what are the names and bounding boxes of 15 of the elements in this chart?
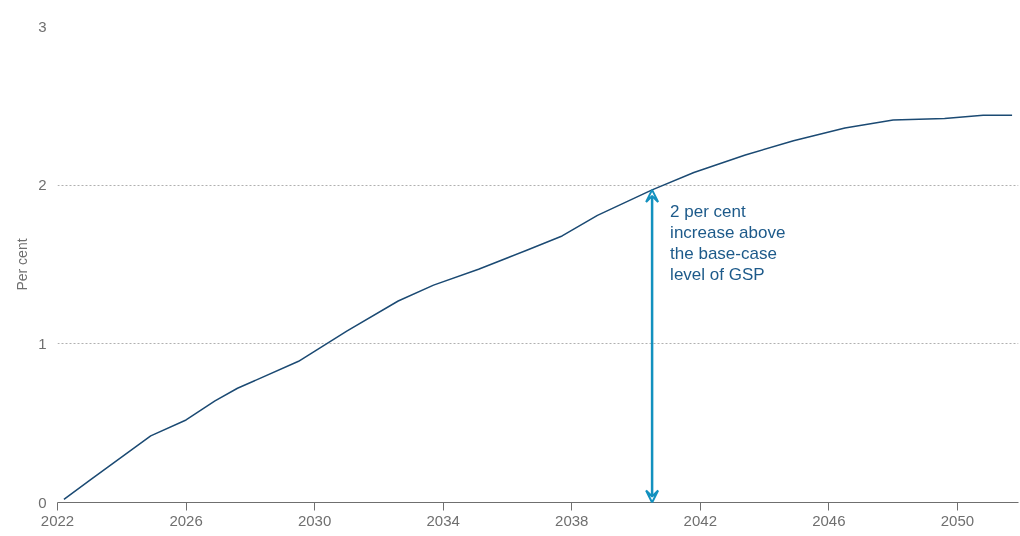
x-tick-label: 2022	[40, 511, 75, 529]
x-tick-label: 2050	[940, 511, 975, 529]
y-tick-label: 1	[38, 334, 47, 352]
x-tick-label: 2046	[812, 511, 846, 529]
y-tick-label: 0	[38, 493, 47, 511]
x-tick-label: 2042	[683, 511, 717, 529]
x-tick-label: 2038	[555, 511, 589, 529]
annotation: 2 per cent increase above the base-case level of GSP	[670, 201, 786, 284]
y-axis-title: Per cent	[14, 238, 31, 291]
x-tick-label: 2030	[297, 511, 332, 529]
y-tick-label: 3	[38, 17, 47, 35]
x-tick-label: 2034	[426, 511, 460, 529]
line-series	[63, 114, 1013, 501]
x-tick-label: 2026	[169, 511, 203, 529]
y-tick-label: 2	[38, 176, 47, 194]
